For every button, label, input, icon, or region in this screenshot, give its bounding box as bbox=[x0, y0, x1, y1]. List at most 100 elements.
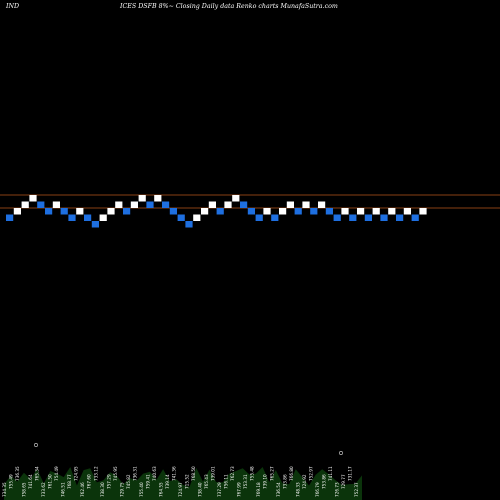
renko-brick-up bbox=[76, 208, 84, 215]
renko-brick-up bbox=[224, 201, 232, 208]
renko-brick-down bbox=[333, 214, 341, 221]
renko-brick-up bbox=[286, 201, 294, 208]
volume-label: 741.36 bbox=[172, 466, 177, 481]
volume-label: 759.41 bbox=[145, 474, 150, 489]
volume-label: 753.86 bbox=[321, 474, 326, 489]
volume-label: 729.75 bbox=[119, 482, 124, 497]
renko-brick-up bbox=[99, 214, 107, 221]
volume-label: 741.11 bbox=[328, 466, 333, 481]
renko-brick-up bbox=[403, 208, 411, 215]
volume-label: 764.55 bbox=[158, 482, 163, 497]
renko-brick-up bbox=[52, 201, 60, 208]
volume-label: 762.73 bbox=[230, 466, 235, 481]
volume-label: 755.49 bbox=[9, 474, 14, 489]
renko-brick-down bbox=[271, 214, 279, 221]
renko-brick-up bbox=[419, 208, 427, 215]
volume-label: 724.95 bbox=[74, 466, 79, 481]
renko-brick-down bbox=[247, 208, 255, 215]
volume-label: 761.50 bbox=[48, 474, 53, 489]
renko-brick-down bbox=[60, 208, 68, 215]
volume-label: 765.43 bbox=[204, 474, 209, 489]
volume-label: 767.60 bbox=[87, 474, 92, 489]
renko-brick-down bbox=[169, 208, 177, 215]
volume-label: 715.52 bbox=[185, 474, 190, 489]
renko-brick-down bbox=[240, 201, 248, 208]
volume-label: 755.48 bbox=[250, 466, 255, 481]
volume-label: 724.97 bbox=[178, 482, 183, 497]
renko-brick-up bbox=[263, 208, 271, 215]
renko-brick-down bbox=[45, 208, 53, 215]
renko-brick-down bbox=[349, 214, 357, 221]
volume-area bbox=[4, 467, 362, 500]
renko-brick-up bbox=[388, 208, 396, 215]
volume-label: 752.97 bbox=[308, 466, 313, 481]
volume-label: 736.31 bbox=[132, 466, 137, 481]
renko-brick-up bbox=[115, 201, 123, 208]
volume-label: 745.95 bbox=[113, 466, 118, 481]
renko-brick-down bbox=[37, 201, 45, 208]
exchange-label: IND bbox=[6, 3, 20, 10]
volume-label: 754.49 bbox=[54, 466, 59, 481]
volume-label: 739.14 bbox=[165, 474, 170, 489]
volume-label: 738.30 bbox=[100, 482, 105, 497]
volume-label: 758.65 bbox=[22, 482, 27, 497]
volume-label: 738.40 bbox=[198, 482, 203, 497]
renko-brick-up bbox=[107, 208, 115, 215]
volume-label: 737.29 bbox=[217, 482, 222, 497]
volume-label: 766.80 bbox=[289, 466, 294, 481]
renko-brick-up bbox=[318, 201, 326, 208]
renko-brick-down bbox=[68, 214, 76, 221]
volume-label: 726.73 bbox=[334, 482, 339, 497]
renko-brick-up bbox=[357, 208, 365, 215]
volume-label: 733.62 bbox=[41, 482, 46, 497]
volume-label: 740.63 bbox=[152, 466, 157, 481]
renko-brick-up bbox=[341, 208, 349, 215]
volume-label: 765.27 bbox=[269, 466, 274, 481]
renko-brick-down bbox=[396, 214, 404, 221]
renko-brick-down bbox=[91, 221, 99, 228]
renko-brick-down bbox=[185, 221, 193, 228]
renko-brick-up bbox=[21, 201, 29, 208]
renko-brick-up bbox=[138, 195, 146, 202]
volume-label: 769.18 bbox=[256, 482, 261, 497]
renko-brick-down bbox=[6, 214, 14, 221]
renko-brick-up bbox=[232, 195, 240, 202]
renko-brick-up bbox=[372, 208, 380, 215]
volume-label: 766.79 bbox=[315, 482, 320, 497]
volume-label: 739.10 bbox=[263, 474, 268, 489]
renko-brick-down bbox=[255, 214, 263, 221]
volume-label: 757.29 bbox=[106, 474, 111, 489]
renko-brick-up bbox=[193, 214, 201, 221]
renko-brick-down bbox=[84, 214, 92, 221]
volume-label: 746.51 bbox=[61, 482, 66, 497]
volume-label: 767.99 bbox=[237, 482, 242, 497]
volume-label: 748.33 bbox=[295, 482, 300, 497]
renko-brick-up bbox=[279, 208, 287, 215]
renko-brick-up bbox=[201, 208, 209, 215]
volume-label: 733.86 bbox=[282, 474, 287, 489]
renko-brick-up bbox=[29, 195, 37, 202]
volume-label: 755.40 bbox=[139, 482, 144, 497]
volume-label: 756.11 bbox=[224, 474, 229, 489]
volume-label: 745.82 bbox=[126, 474, 131, 489]
volume-label: 768.50 bbox=[191, 466, 196, 481]
marker-dot bbox=[34, 443, 38, 447]
volume-label: 765.34 bbox=[35, 466, 40, 481]
renko-brick-down bbox=[310, 208, 318, 215]
volume-label: 734.35 bbox=[2, 482, 7, 497]
renko-brick-down bbox=[294, 208, 302, 215]
volume-label: 768.77 bbox=[67, 474, 72, 489]
volume-label: 741.64 bbox=[28, 474, 33, 489]
renko-brick-down bbox=[177, 214, 185, 221]
renko-brick-up bbox=[302, 201, 310, 208]
renko-brick-down bbox=[162, 201, 170, 208]
renko-brick-down bbox=[364, 214, 372, 221]
volume-label: 736.54 bbox=[276, 482, 281, 497]
renko-brick-down bbox=[380, 214, 388, 221]
renko-brick-up bbox=[130, 201, 138, 208]
volume-label: 731.17 bbox=[348, 466, 353, 481]
renko-brick-down bbox=[411, 214, 419, 221]
volume-label: 753.31 bbox=[243, 474, 248, 489]
